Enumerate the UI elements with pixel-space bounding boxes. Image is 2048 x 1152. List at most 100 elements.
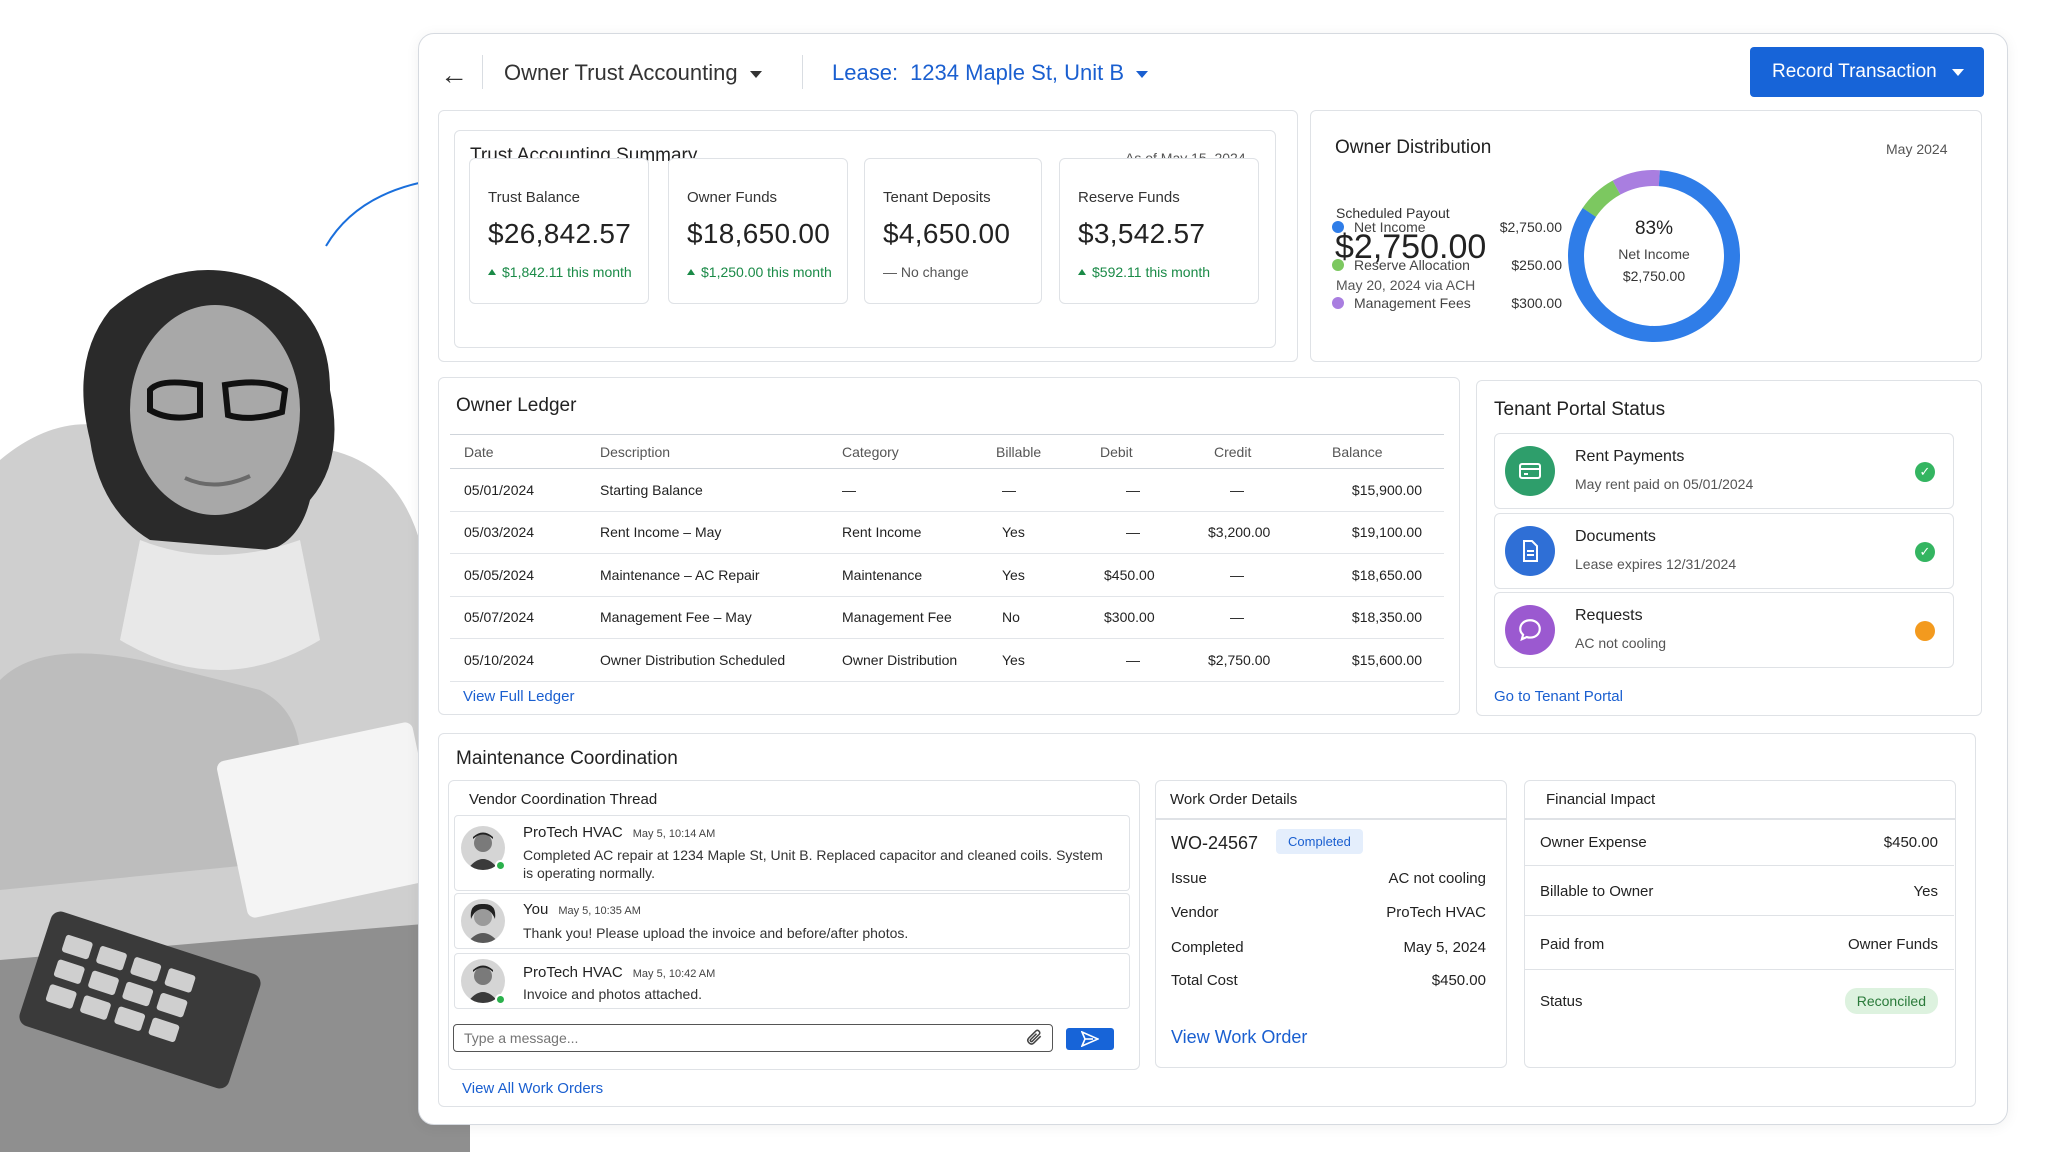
donut-percent: 83%	[1634, 218, 1674, 239]
stat-change: $1,250.00 this month	[687, 264, 847, 280]
financial-row: Billable to Owner Yes	[1524, 866, 1954, 916]
payout-label: Scheduled Payout	[1336, 205, 1450, 221]
field-value: AC not cooling	[1388, 870, 1486, 887]
work-order-divider	[1156, 818, 1506, 820]
field-label: Status	[1540, 993, 1583, 1010]
column-header[interactable]: Category	[828, 434, 982, 469]
distribution-title: Owner Distribution	[1335, 137, 1492, 158]
field-value: Yes	[1913, 883, 1938, 900]
view-work-order-link[interactable]: View Work Order	[1171, 1027, 1308, 1047]
divider	[802, 55, 803, 89]
document-icon	[1505, 526, 1555, 576]
portal-title: Tenant Portal Status	[1494, 399, 1666, 420]
person-photo	[0, 240, 470, 1152]
field-label: Billable to Owner	[1540, 883, 1654, 900]
portal-item-subtitle: May rent paid on 05/01/2024	[1575, 476, 1754, 492]
ledger-header-row: Date Description Category Billable Debit…	[450, 434, 1444, 469]
portal-item-documents[interactable]: Documents Lease expires 12/31/2024 ✓	[1494, 513, 1954, 589]
field-label: Paid from	[1540, 936, 1605, 953]
portal-item-subtitle: AC not cooling	[1575, 635, 1667, 651]
legend-reserve-allocation: Reserve Allocation $250.00	[1332, 257, 1562, 273]
column-header[interactable]: Debit	[1086, 434, 1200, 469]
send-button[interactable]	[1066, 1028, 1114, 1050]
field-label: Completed	[1171, 939, 1244, 956]
field-label: Issue	[1171, 870, 1207, 887]
table-row[interactable]: 05/05/2024 Maintenance – AC Repair Mainten…	[450, 553, 1444, 597]
table-row[interactable]: 05/07/2024 Management Fee – May Management…	[450, 596, 1444, 639]
work-order-title: Work Order Details	[1170, 791, 1298, 808]
section-label: Owner Trust Accounting	[504, 60, 738, 85]
stat-value: $4,650.00	[883, 218, 1011, 249]
divider	[482, 55, 483, 89]
financial-divider	[1525, 818, 1955, 820]
column-header[interactable]: Balance	[1318, 434, 1444, 469]
view-all-work-orders-link[interactable]: View All Work Orders	[462, 1080, 604, 1097]
portal-item-requests[interactable]: Requests AC not cooling	[1494, 592, 1954, 668]
donut-segment-management-fees	[1568, 170, 1740, 342]
pending-status-icon	[1915, 621, 1935, 641]
send-icon	[1081, 1031, 1099, 1047]
distribution-period: May 2024	[1886, 141, 1948, 157]
legend-dot	[1332, 259, 1344, 271]
portal-item-rent-payments[interactable]: Rent Payments May rent paid on 05/01/202…	[1494, 433, 1954, 509]
credit-card-icon	[1505, 446, 1555, 496]
field-value: Owner Funds	[1847, 936, 1938, 953]
column-header[interactable]: Date	[450, 434, 586, 469]
column-header[interactable]: Credit	[1200, 434, 1318, 469]
financial-impact-title: Financial Impact	[1546, 791, 1656, 808]
stat-change: $592.11 this month	[1078, 264, 1258, 280]
column-header[interactable]: Description	[586, 434, 828, 469]
donut-label: Net Income	[1618, 246, 1690, 262]
trend-up-icon	[687, 269, 695, 275]
view-full-ledger-link[interactable]: View Full Ledger	[463, 688, 575, 705]
message-time: May 5, 10:14 AM	[632, 828, 716, 840]
field-value: $450.00	[1431, 972, 1486, 989]
stat-value: $3,542.57	[1078, 218, 1206, 249]
check-circle-icon: ✓	[1915, 542, 1935, 562]
message-time: May 5, 10:35 AM	[558, 905, 641, 917]
check-circle-icon: ✓	[1915, 462, 1935, 482]
maintenance-title: Maintenance Coordination	[456, 748, 678, 769]
message-input[interactable]	[464, 1028, 1004, 1048]
stat-label: Trust Balance	[488, 189, 580, 206]
thread-title: Vendor Coordination Thread	[469, 791, 658, 808]
go-to-tenant-portal-link[interactable]: Go to Tenant Portal	[1494, 688, 1623, 705]
table-row[interactable]: 05/10/2024 Owner Distribution Scheduled Ow…	[450, 638, 1444, 682]
table-row[interactable]: 05/03/2024 Rent Income – May Rent Income Ye…	[450, 511, 1444, 554]
paperclip-icon[interactable]	[1024, 1027, 1044, 1047]
lease-label: Lease:	[832, 60, 899, 85]
stat-card-reserve-funds: Reserve Funds $3,542.57 $592.11 this mon…	[1059, 158, 1259, 304]
column-header[interactable]: Billable	[982, 434, 1086, 469]
distribution-panel	[1310, 110, 1982, 362]
stat-change: — No change	[883, 264, 969, 280]
payout-note: May 20, 2024 via ACH	[1336, 277, 1476, 293]
legend-dot	[1332, 221, 1344, 233]
stat-label: Tenant Deposits	[883, 189, 991, 206]
chevron-down-icon	[749, 70, 762, 78]
online-status-dot	[495, 994, 506, 1005]
stat-label: Owner Funds	[687, 189, 778, 206]
donut-segment-reserve-allocation	[1568, 170, 1740, 342]
record-transaction-button[interactable]: Record Transaction	[1750, 47, 1984, 97]
ledger-table: Date Description Category Billable Debit…	[450, 434, 1444, 682]
message-sender: You	[523, 901, 549, 918]
field-label: Owner Expense	[1540, 834, 1647, 851]
stat-label: Reserve Funds	[1078, 189, 1180, 206]
trend-up-icon	[488, 269, 496, 275]
message-item: You May 5, 10:35 AM Thank you! Please upl…	[454, 893, 1130, 949]
portal-item-title: Requests	[1575, 607, 1643, 624]
message-sender: ProTech HVAC	[523, 824, 623, 841]
financial-row: Owner Expense $450.00	[1524, 818, 1954, 866]
back-arrow-icon[interactable]: ←	[440, 59, 468, 90]
chat-bubble-icon	[1505, 605, 1555, 655]
message-body: Thank you! Please upload the invoice and…	[523, 925, 909, 941]
donut-center: 83% Net Income $2,750.00	[1566, 218, 1742, 284]
message-body: Completed AC repair at 1234 Maple St, Un…	[523, 847, 1103, 881]
portal-item-subtitle: Lease expires 12/31/2024	[1575, 556, 1737, 572]
lease-dropdown[interactable]: Lease: 1234 Maple St, Unit B	[832, 60, 1149, 86]
stat-card-tenant-deposits: Tenant Deposits $4,650.00 — No change	[864, 158, 1042, 304]
table-row[interactable]: 05/01/2024 Starting Balance — — — — $15,900.00	[450, 468, 1444, 512]
chevron-down-icon[interactable]	[1952, 69, 1964, 76]
financial-impact-panel	[1524, 780, 1956, 1068]
section-dropdown[interactable]: Owner Trust Accounting	[504, 60, 762, 86]
